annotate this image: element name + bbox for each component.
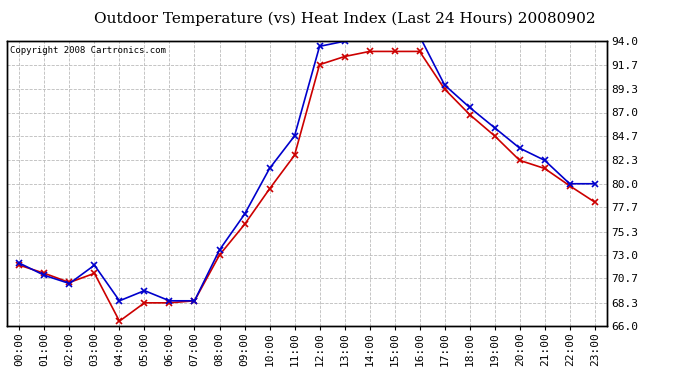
Text: Copyright 2008 Cartronics.com: Copyright 2008 Cartronics.com xyxy=(10,45,166,54)
Text: Outdoor Temperature (vs) Heat Index (Last 24 Hours) 20080902: Outdoor Temperature (vs) Heat Index (Las… xyxy=(95,11,595,26)
